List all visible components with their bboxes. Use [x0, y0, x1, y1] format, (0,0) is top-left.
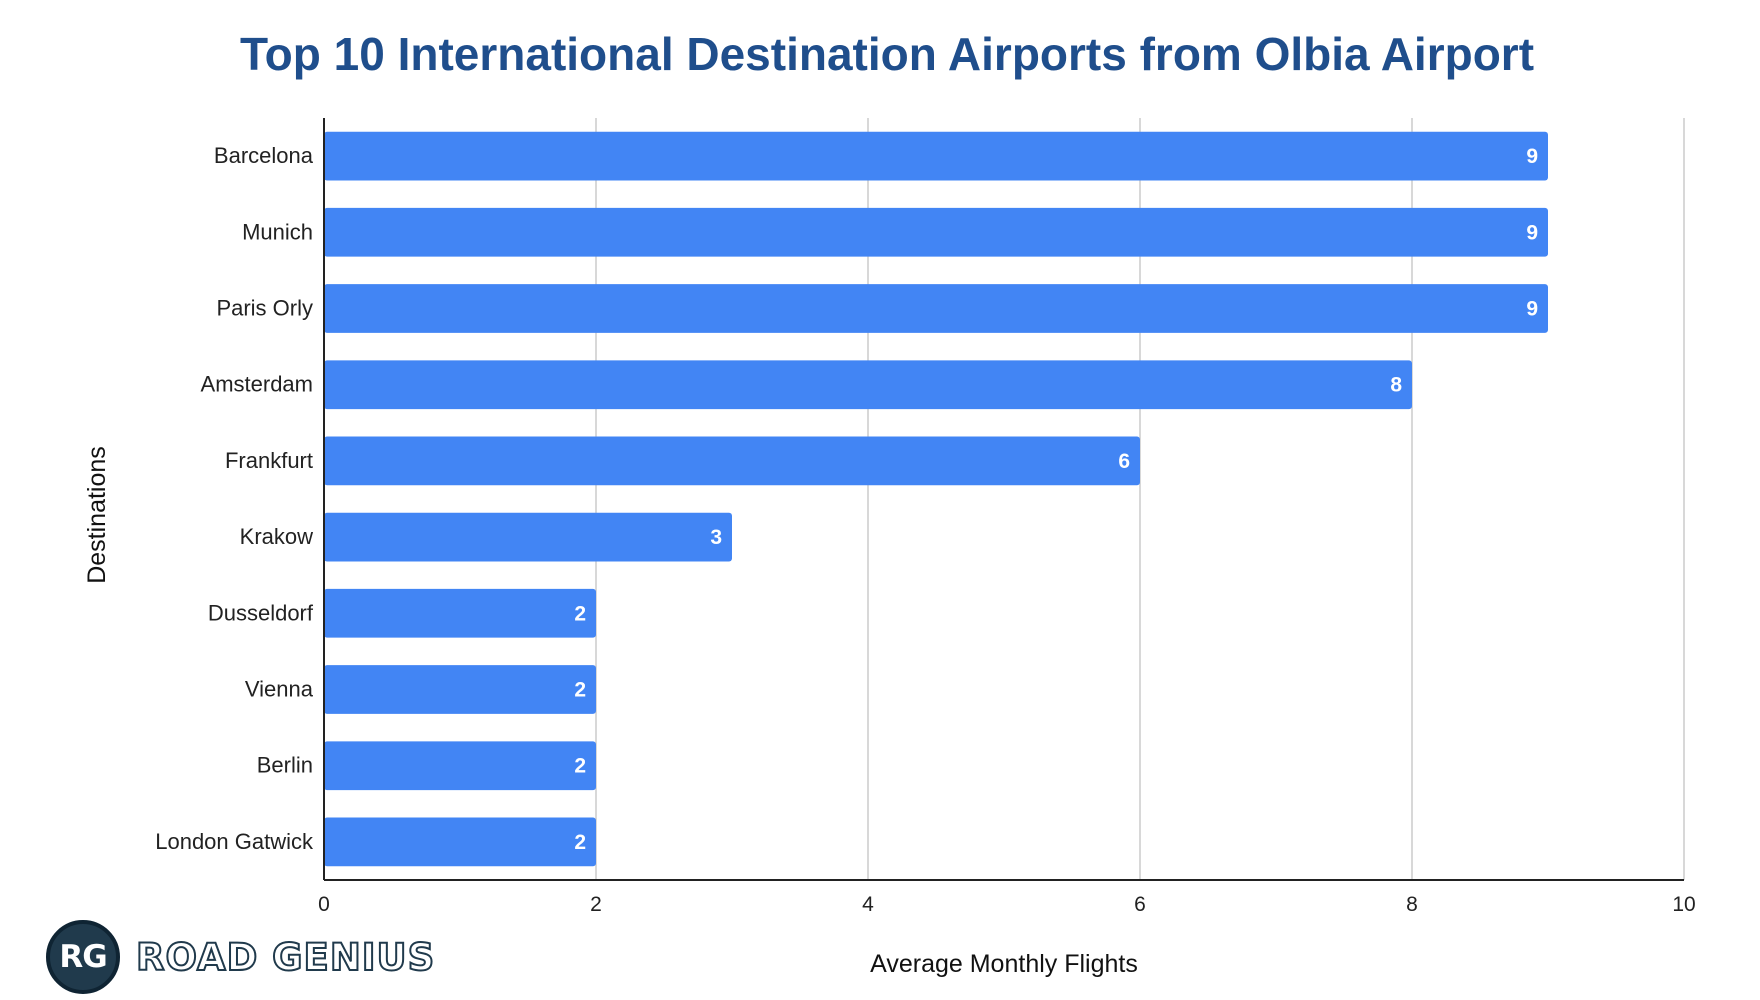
chart-title: Top 10 International Destination Airport… — [240, 28, 1534, 80]
value-label-berlin: 2 — [574, 755, 586, 778]
category-label-krakow: Krakow — [240, 524, 313, 549]
x-tick-label-4: 4 — [862, 893, 874, 916]
y-axis-title: Destinations — [83, 446, 111, 584]
category-label-dusseldorf: Dusseldorf — [208, 600, 314, 625]
category-label-london-gatwick: London Gatwick — [155, 829, 314, 854]
value-label-barcelona: 9 — [1526, 145, 1538, 168]
category-label-frankfurt: Frankfurt — [225, 448, 313, 473]
category-label-paris-orly: Paris Orly — [216, 296, 313, 321]
category-label-munich: Munich — [242, 219, 313, 244]
x-axis-title: Average Monthly Flights — [870, 950, 1138, 978]
value-label-munich: 9 — [1526, 221, 1538, 244]
bar-barcelona — [324, 131, 1548, 181]
category-label-berlin: Berlin — [257, 753, 313, 778]
road-genius-logo: RG ROAD GENIUS — [46, 917, 435, 997]
value-label-london-gatwick: 2 — [574, 831, 586, 854]
value-label-frankfurt: 6 — [1118, 450, 1130, 473]
bar-vienna — [324, 665, 596, 714]
x-tick-label-0: 0 — [318, 893, 330, 916]
logo-wordmark: ROAD GENIUS — [135, 935, 436, 980]
x-tick-label-2: 2 — [590, 893, 602, 916]
value-label-dusseldorf: 2 — [574, 602, 586, 625]
rg-badge-icon: RG — [46, 920, 120, 994]
bars: 9 9 9 8 6 3 2 2 2 2 — [324, 131, 1548, 867]
category-labels: Barcelona Munich Paris Orly Amsterdam Frankf… — [155, 143, 314, 854]
x-tick-label-10: 10 — [1672, 893, 1695, 916]
x-tick-labels: 0 2 4 6 8 10 — [318, 893, 1696, 916]
bar-krakow — [324, 512, 732, 562]
category-label-vienna: Vienna — [245, 677, 314, 702]
bar-london-gatwick — [324, 817, 596, 867]
bar-berlin — [324, 741, 596, 791]
value-label-amsterdam: 8 — [1390, 374, 1402, 397]
bar-munich — [324, 207, 1548, 257]
x-tick-label-6: 6 — [1134, 893, 1146, 916]
value-label-vienna: 2 — [574, 679, 586, 702]
bar-frankfurt — [324, 436, 1140, 486]
bar-paris-orly — [324, 284, 1548, 333]
bar-dusseldorf — [324, 588, 596, 638]
value-label-krakow: 3 — [710, 526, 722, 549]
value-label-paris-orly: 9 — [1526, 298, 1538, 321]
category-label-amsterdam: Amsterdam — [201, 372, 313, 397]
bar-amsterdam — [324, 360, 1412, 410]
x-tick-label-8: 8 — [1406, 893, 1418, 916]
category-label-barcelona: Barcelona — [214, 143, 314, 168]
